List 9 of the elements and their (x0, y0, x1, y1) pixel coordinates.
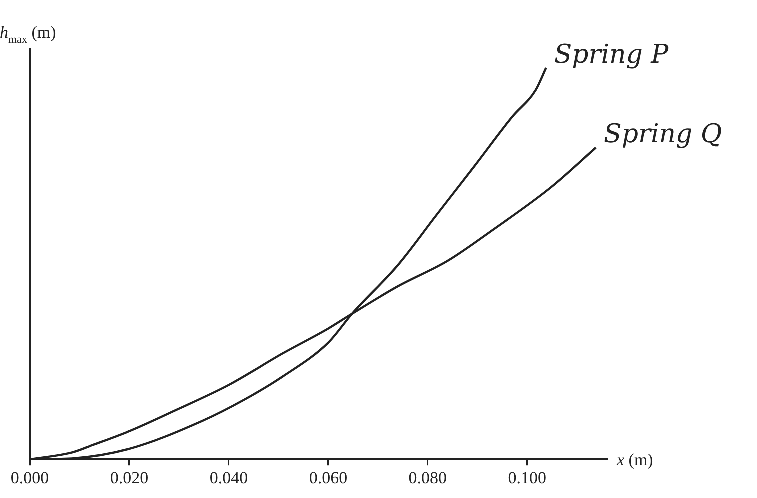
x-tick-label: 0.100 (508, 468, 547, 488)
x-tick-label: 0.060 (309, 468, 348, 488)
x-axis-title: x (m) (616, 450, 654, 470)
series-label: Spring P (554, 40, 670, 70)
x-tick-label: 0.080 (408, 468, 448, 488)
series-label: Spring Q (604, 120, 722, 150)
x-tick-label: 0.040 (210, 468, 248, 488)
x-tick-label: 0.000 (10, 468, 50, 488)
x-tick-label: 0.020 (110, 468, 149, 488)
